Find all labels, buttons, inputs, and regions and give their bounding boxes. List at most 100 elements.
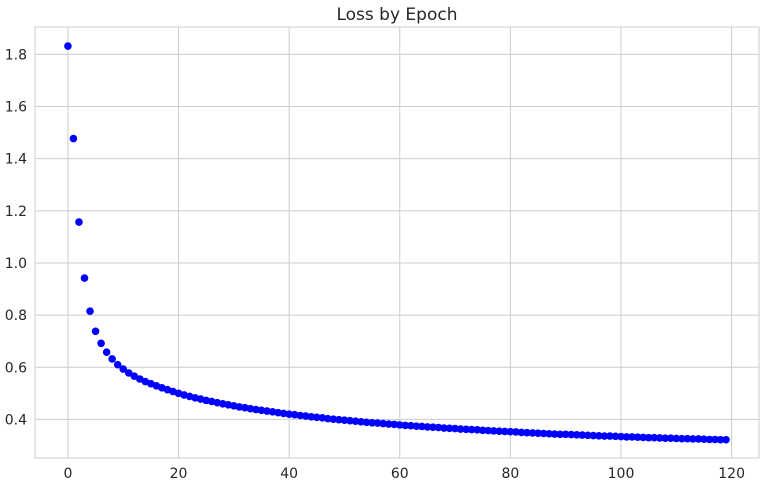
data-point [418, 422, 426, 431]
data-point [506, 427, 515, 436]
data-point [429, 423, 437, 432]
data-point [711, 435, 719, 444]
data-point [705, 435, 714, 444]
data-point [523, 428, 531, 437]
data-point [473, 426, 481, 434]
data-point [346, 416, 354, 425]
data-point [379, 419, 387, 428]
y-tick-label: 0.6 [5, 360, 27, 376]
data-point [528, 429, 537, 437]
data-point [578, 431, 587, 439]
data-point [678, 434, 686, 443]
data-point [517, 428, 526, 437]
data-point [69, 134, 78, 143]
data-point [489, 427, 498, 435]
data-point [329, 415, 338, 423]
data-point [534, 429, 542, 438]
data-point [501, 427, 509, 436]
data-point [633, 433, 642, 441]
data-point [368, 419, 376, 427]
data-point [384, 420, 393, 428]
x-tick-label: 60 [391, 466, 409, 482]
y-tick-label: 0.8 [5, 308, 27, 324]
data-point [539, 429, 548, 438]
data-points [64, 42, 730, 444]
data-point [639, 433, 647, 442]
x-tick-label: 20 [170, 466, 188, 482]
data-point [617, 432, 625, 441]
data-point [64, 42, 72, 50]
data-point [395, 421, 404, 429]
data-point [556, 430, 564, 439]
data-point [567, 430, 576, 439]
data-point [694, 435, 703, 443]
y-tick-label: 1.2 [5, 204, 27, 220]
data-point [512, 428, 520, 436]
data-point [589, 431, 598, 440]
data-point [600, 432, 609, 440]
data-point [307, 413, 316, 421]
data-point [340, 416, 349, 424]
data-point [700, 435, 708, 444]
data-point [550, 430, 559, 438]
data-point [644, 433, 653, 442]
x-tick-label: 40 [280, 466, 298, 482]
data-point [80, 274, 89, 282]
data-point [75, 218, 83, 226]
data-point [689, 435, 697, 443]
data-point [584, 431, 592, 440]
data-point [655, 434, 664, 442]
data-point [401, 421, 410, 430]
data-point [285, 410, 293, 418]
data-point [722, 435, 730, 444]
data-point [716, 435, 725, 444]
data-point [661, 434, 670, 442]
y-tick-label: 1.8 [5, 47, 27, 63]
data-point [124, 369, 133, 377]
data-point [97, 339, 105, 348]
x-tick-label: 0 [63, 466, 72, 482]
data-point [313, 413, 321, 422]
y-axis-ticks: 0.4 0.6 0.8 1.0 1.2 1.4 1.6 1.8 [5, 47, 27, 428]
data-point [606, 432, 614, 440]
data-point [86, 307, 94, 316]
data-point [390, 420, 399, 429]
data-point [335, 415, 343, 424]
data-point [357, 417, 365, 426]
data-point [440, 424, 448, 432]
data-point [445, 424, 454, 433]
data-point [412, 422, 421, 430]
data-point [650, 433, 658, 442]
data-point [451, 424, 459, 433]
data-point [467, 425, 476, 434]
data-point [119, 365, 128, 373]
data-point [434, 423, 443, 432]
data-point [666, 434, 675, 442]
y-tick-label: 1.6 [5, 100, 27, 116]
chart-title: Loss by Epoch [336, 5, 457, 25]
data-point [683, 434, 692, 443]
data-point [324, 414, 332, 423]
data-point [622, 433, 631, 441]
data-point [108, 355, 116, 363]
x-axis-ticks: 0 20 40 60 80 100 120 [63, 466, 745, 482]
data-point [561, 430, 570, 439]
data-point [545, 429, 553, 438]
data-point [91, 327, 100, 336]
data-point [478, 426, 487, 435]
data-point [628, 433, 636, 441]
data-point [456, 425, 465, 433]
data-point [484, 426, 493, 435]
plot-frame [34, 26, 760, 459]
x-tick-label: 120 [718, 466, 745, 482]
data-point [672, 434, 681, 443]
data-point [611, 432, 620, 441]
data-point [102, 348, 111, 356]
data-point [595, 432, 603, 440]
y-tick-label: 1.0 [5, 256, 27, 272]
x-tick-label: 80 [501, 466, 519, 482]
data-point [373, 419, 382, 427]
data-point [407, 421, 415, 430]
data-point [113, 360, 122, 369]
